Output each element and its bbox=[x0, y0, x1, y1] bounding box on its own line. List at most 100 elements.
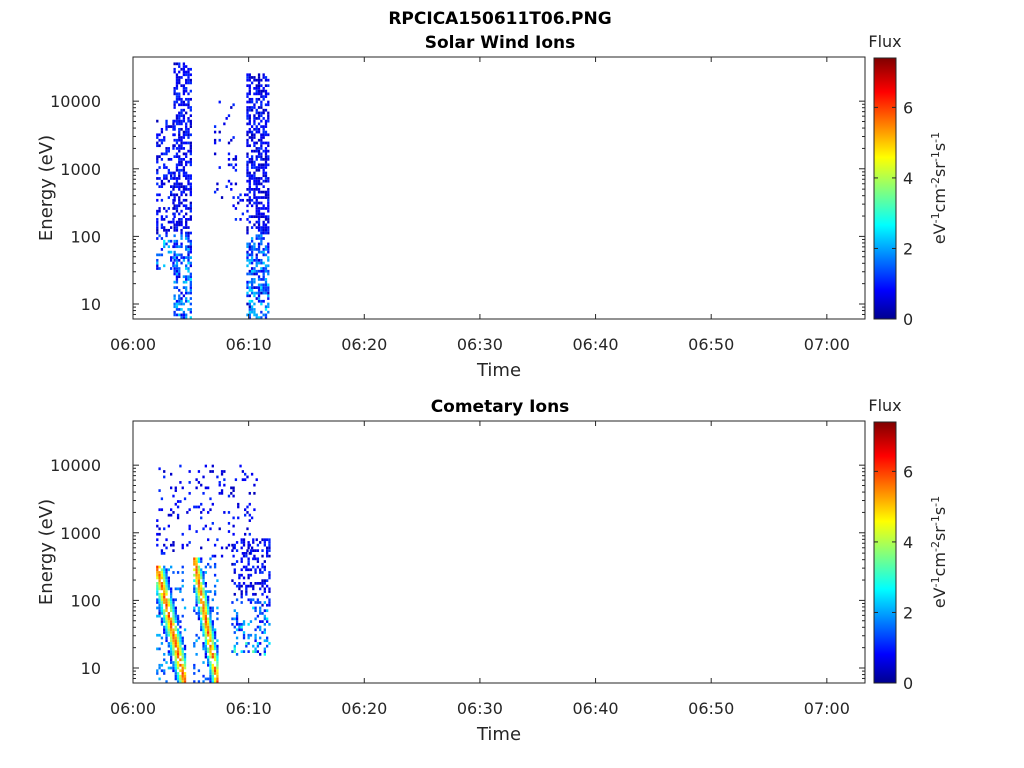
spectrogram-cell bbox=[211, 669, 214, 673]
spectrogram-cell bbox=[241, 212, 245, 216]
spectrogram-cell bbox=[174, 502, 177, 506]
spectrogram-cell bbox=[264, 89, 268, 93]
spectrogram-cell bbox=[178, 157, 181, 161]
spectrogram-cell bbox=[235, 541, 239, 544]
spectrogram-cell bbox=[204, 524, 208, 528]
spectrogram-cell bbox=[179, 669, 182, 673]
spectrogram-cell bbox=[163, 152, 166, 156]
spectrogram-cell bbox=[246, 193, 249, 197]
spectrogram-cell bbox=[170, 157, 173, 161]
spectrogram-cell bbox=[239, 464, 242, 468]
spectrogram-cell bbox=[262, 313, 265, 317]
spectrogram-cell bbox=[158, 532, 161, 536]
spectrogram-cell bbox=[240, 650, 243, 653]
spectrogram-cell bbox=[255, 179, 258, 183]
spectrogram-cell bbox=[170, 622, 173, 626]
spectrogram-cell bbox=[253, 248, 256, 251]
spectrogram-cell bbox=[207, 612, 210, 615]
spectrogram-cell bbox=[250, 215, 254, 219]
spectrogram-cell bbox=[176, 628, 180, 632]
spectrogram-cell bbox=[173, 264, 176, 268]
spectrogram-cell bbox=[257, 237, 261, 240]
spectrogram-cell bbox=[180, 209, 183, 213]
spectrogram-cell bbox=[204, 571, 208, 574]
spectrogram-cell bbox=[207, 655, 210, 659]
spectrogram-cell bbox=[187, 174, 190, 178]
spectrogram-cell bbox=[176, 633, 180, 637]
spectrogram-cell bbox=[163, 163, 166, 167]
spectrogram-cell bbox=[257, 130, 261, 134]
spectrogram-cell bbox=[187, 239, 190, 243]
spectrogram-cell bbox=[189, 73, 192, 77]
spectrogram-cell bbox=[264, 218, 268, 221]
spectrogram-cell bbox=[165, 579, 168, 583]
spectrogram-cell bbox=[257, 291, 261, 295]
spectrogram-cell bbox=[248, 305, 251, 309]
spectrogram-cell bbox=[170, 508, 173, 512]
spectrogram-cell bbox=[248, 294, 251, 298]
spectrogram-cell bbox=[255, 188, 258, 191]
spectrogram-cell bbox=[174, 666, 177, 670]
spectrogram-cell bbox=[181, 672, 184, 675]
spectrogram-cell bbox=[260, 196, 263, 199]
spectrogram-cell bbox=[163, 239, 166, 243]
spectrogram-cell bbox=[232, 554, 235, 558]
spectrogram-cell bbox=[156, 598, 159, 602]
spectrogram-cell bbox=[182, 188, 186, 191]
spectrogram-cell bbox=[202, 622, 205, 626]
spectrogram-cell bbox=[170, 642, 173, 645]
spectrogram-cell bbox=[176, 636, 180, 640]
spectrogram-cell bbox=[227, 543, 231, 547]
spectrogram-cell bbox=[267, 114, 270, 118]
spectrogram-cell bbox=[260, 261, 263, 265]
spectrogram-cell bbox=[182, 100, 186, 104]
spectrogram-cell bbox=[189, 275, 192, 279]
spectrogram-cell bbox=[235, 560, 239, 563]
spectrogram-cell bbox=[262, 117, 265, 120]
spectrogram-cell bbox=[207, 601, 210, 604]
spectrogram-cell bbox=[252, 549, 255, 552]
spectrogram-cell bbox=[165, 228, 168, 232]
spectrogram-cell bbox=[165, 546, 168, 550]
spectrogram-cell bbox=[167, 666, 170, 670]
spectrogram-cell bbox=[249, 601, 253, 604]
spectrogram-cell bbox=[180, 237, 183, 240]
spectrogram-cell bbox=[230, 486, 233, 490]
spectrogram-cell bbox=[248, 92, 251, 96]
spectrogram-cell bbox=[262, 207, 265, 210]
spectrogram-cell bbox=[156, 669, 159, 673]
spectrogram-cell bbox=[211, 680, 214, 683]
spectrogram-cell bbox=[197, 636, 201, 640]
spectrogram-cell bbox=[260, 147, 263, 150]
spectrogram-cell bbox=[180, 163, 183, 167]
spectrogram-cell bbox=[257, 190, 261, 194]
spectrogram-cell bbox=[209, 631, 212, 634]
spectrogram-cell bbox=[267, 149, 270, 153]
spectrogram-cell bbox=[197, 560, 201, 563]
spectrogram-cell bbox=[248, 253, 251, 257]
spectrogram-cell bbox=[264, 133, 268, 137]
spectrogram-cell bbox=[187, 67, 190, 71]
spectrogram-cell bbox=[189, 288, 192, 292]
spectrogram-cell bbox=[182, 275, 186, 279]
spectrogram-cell bbox=[247, 598, 250, 602]
spectrogram-cell bbox=[246, 242, 249, 246]
spectrogram-cell bbox=[202, 617, 205, 621]
spectrogram-cell bbox=[242, 582, 246, 585]
spectrogram-cell bbox=[173, 286, 176, 289]
spectrogram-cell bbox=[255, 204, 258, 208]
spectrogram-cell bbox=[265, 639, 269, 643]
spectrogram-cell bbox=[260, 269, 263, 273]
spectrogram-cell bbox=[254, 617, 257, 621]
spectrogram-cell bbox=[167, 587, 170, 591]
spectrogram-cell bbox=[263, 560, 266, 563]
spectrogram-cell bbox=[250, 308, 254, 311]
spectrogram-cell bbox=[182, 70, 186, 74]
spectrogram-cell bbox=[250, 256, 254, 259]
spectrogram-cell bbox=[185, 111, 188, 115]
spectrogram-cell bbox=[223, 470, 226, 473]
spectrogram-cell bbox=[248, 201, 251, 205]
spectrogram-cell bbox=[247, 568, 250, 572]
spectrogram-cell bbox=[261, 631, 264, 634]
spectrogram-cell bbox=[255, 89, 258, 93]
